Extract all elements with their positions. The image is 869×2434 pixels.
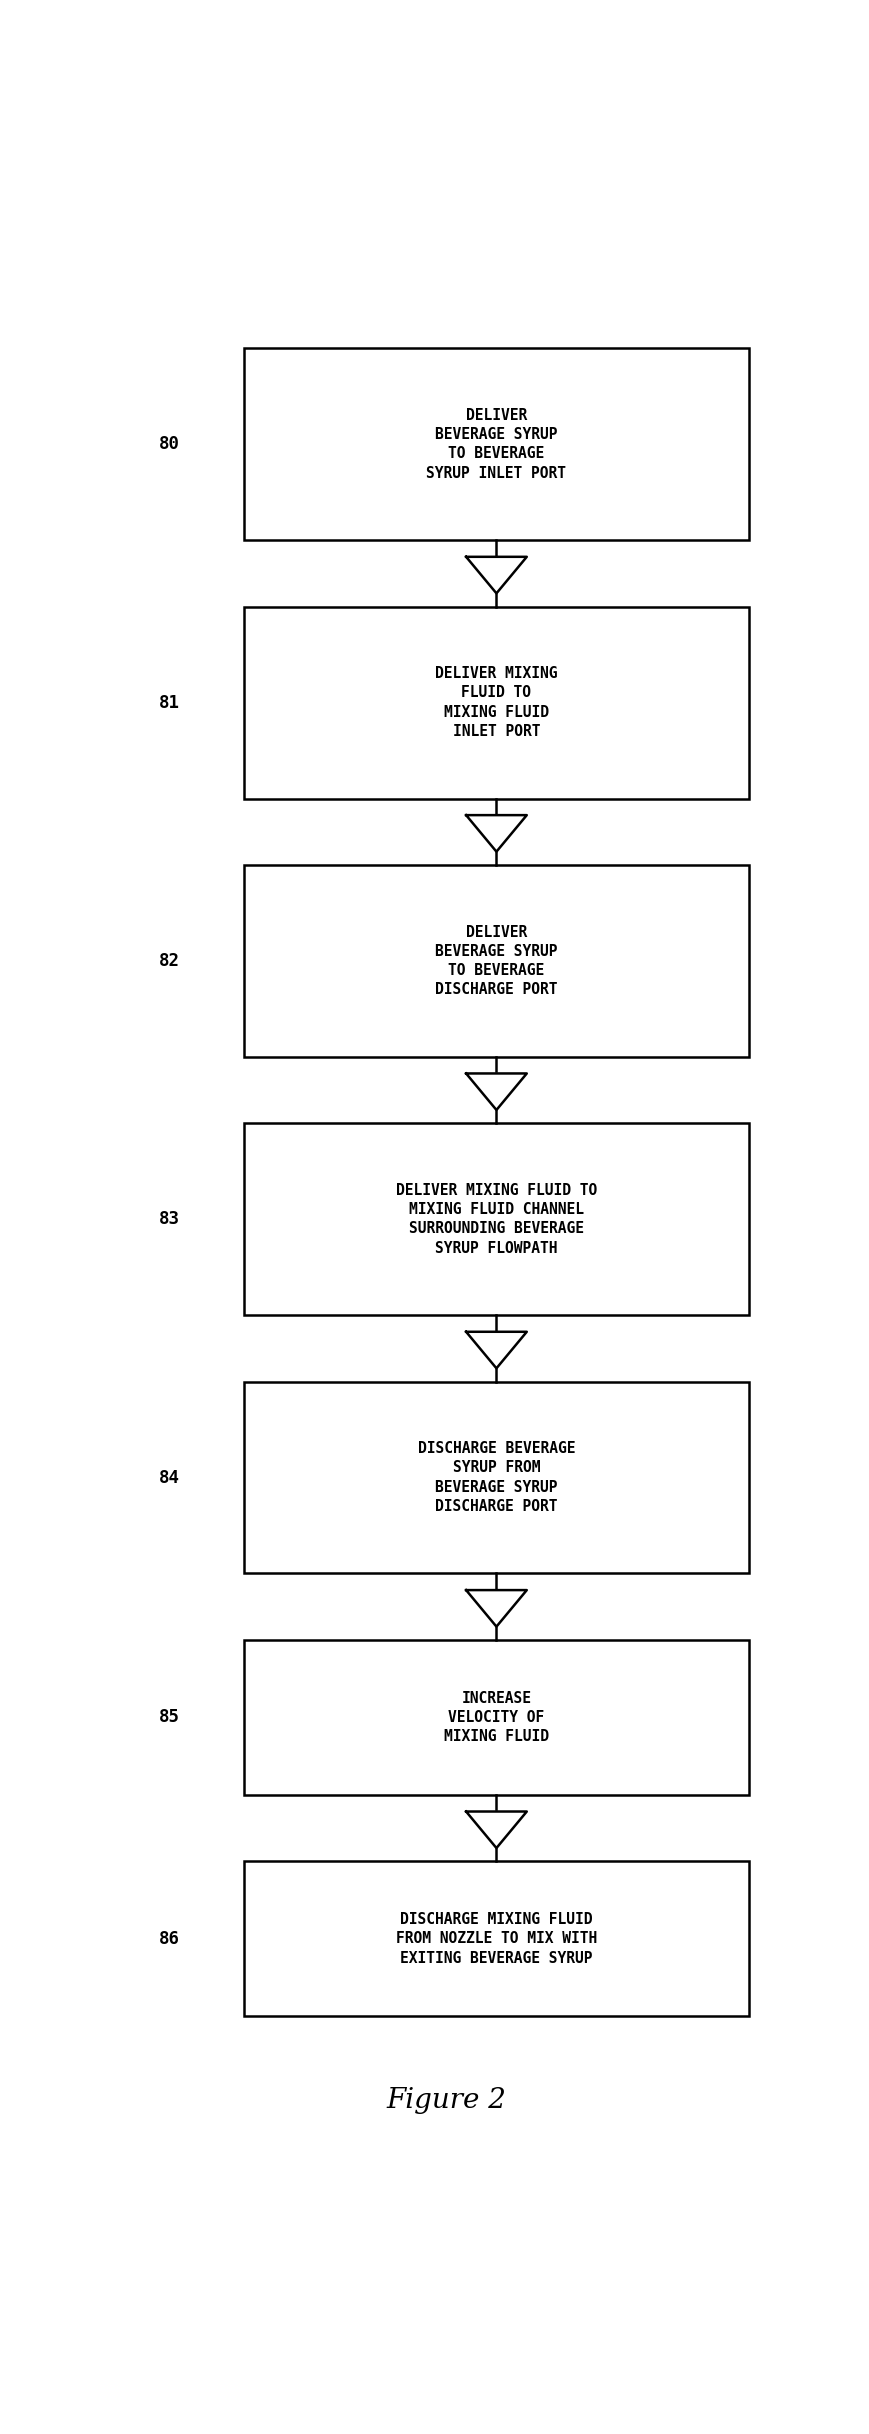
- Text: DELIVER MIXING FLUID TO
MIXING FLUID CHANNEL
SURROUNDING BEVERAGE
SYRUP FLOWPATH: DELIVER MIXING FLUID TO MIXING FLUID CHA…: [395, 1183, 596, 1256]
- Bar: [243, 606, 748, 798]
- Polygon shape: [466, 1811, 526, 1847]
- Polygon shape: [466, 815, 526, 852]
- Text: DISCHARGE MIXING FLUID
FROM NOZZLE TO MIX WITH
EXITING BEVERAGE SYRUP: DISCHARGE MIXING FLUID FROM NOZZLE TO MI…: [395, 1913, 596, 1967]
- Polygon shape: [466, 1073, 526, 1110]
- Text: 85: 85: [159, 1709, 180, 1726]
- Polygon shape: [466, 1589, 526, 1626]
- Bar: [243, 1862, 748, 2015]
- Text: DELIVER
BEVERAGE SYRUP
TO BEVERAGE
DISCHARGE PORT: DELIVER BEVERAGE SYRUP TO BEVERAGE DISCH…: [434, 925, 557, 998]
- Text: DELIVER MIXING
FLUID TO
MIXING FLUID
INLET PORT: DELIVER MIXING FLUID TO MIXING FLUID INL…: [434, 667, 557, 740]
- Text: 83: 83: [159, 1210, 180, 1229]
- Text: 80: 80: [159, 436, 180, 453]
- Bar: [243, 1122, 748, 1314]
- Polygon shape: [466, 1331, 526, 1368]
- Bar: [243, 348, 748, 540]
- Polygon shape: [466, 557, 526, 594]
- Text: Figure 2: Figure 2: [386, 2088, 505, 2115]
- Bar: [243, 864, 748, 1056]
- Text: 86: 86: [159, 1930, 180, 1947]
- Text: INCREASE
VELOCITY OF
MIXING FLUID: INCREASE VELOCITY OF MIXING FLUID: [443, 1692, 548, 1745]
- Text: DISCHARGE BEVERAGE
SYRUP FROM
BEVERAGE SYRUP
DISCHARGE PORT: DISCHARGE BEVERAGE SYRUP FROM BEVERAGE S…: [417, 1441, 574, 1514]
- Bar: [243, 1641, 748, 1794]
- Text: 82: 82: [159, 952, 180, 969]
- Bar: [243, 1383, 748, 1572]
- Text: 84: 84: [159, 1468, 180, 1487]
- Text: 81: 81: [159, 694, 180, 711]
- Text: DELIVER
BEVERAGE SYRUP
TO BEVERAGE
SYRUP INLET PORT: DELIVER BEVERAGE SYRUP TO BEVERAGE SYRUP…: [426, 409, 566, 479]
